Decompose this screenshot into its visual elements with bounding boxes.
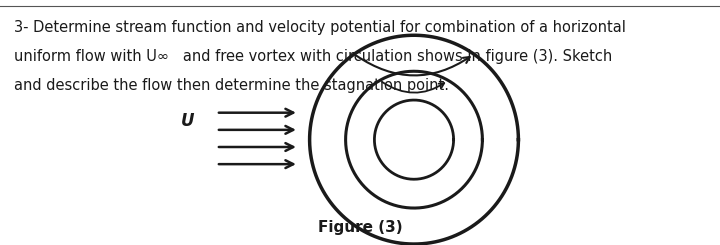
FancyArrowPatch shape — [356, 56, 469, 75]
FancyArrowPatch shape — [382, 82, 444, 93]
Text: Figure (3): Figure (3) — [318, 220, 402, 235]
Text: and describe the flow then determine the stagnation point.: and describe the flow then determine the… — [14, 78, 449, 93]
Text: uniform flow with U∞   and free vortex with circulation shows in figure (3). Ske: uniform flow with U∞ and free vortex wit… — [14, 49, 613, 64]
Text: 3- Determine stream function and velocity potential for combination of a horizon: 3- Determine stream function and velocit… — [14, 20, 626, 35]
Text: U: U — [181, 112, 194, 130]
